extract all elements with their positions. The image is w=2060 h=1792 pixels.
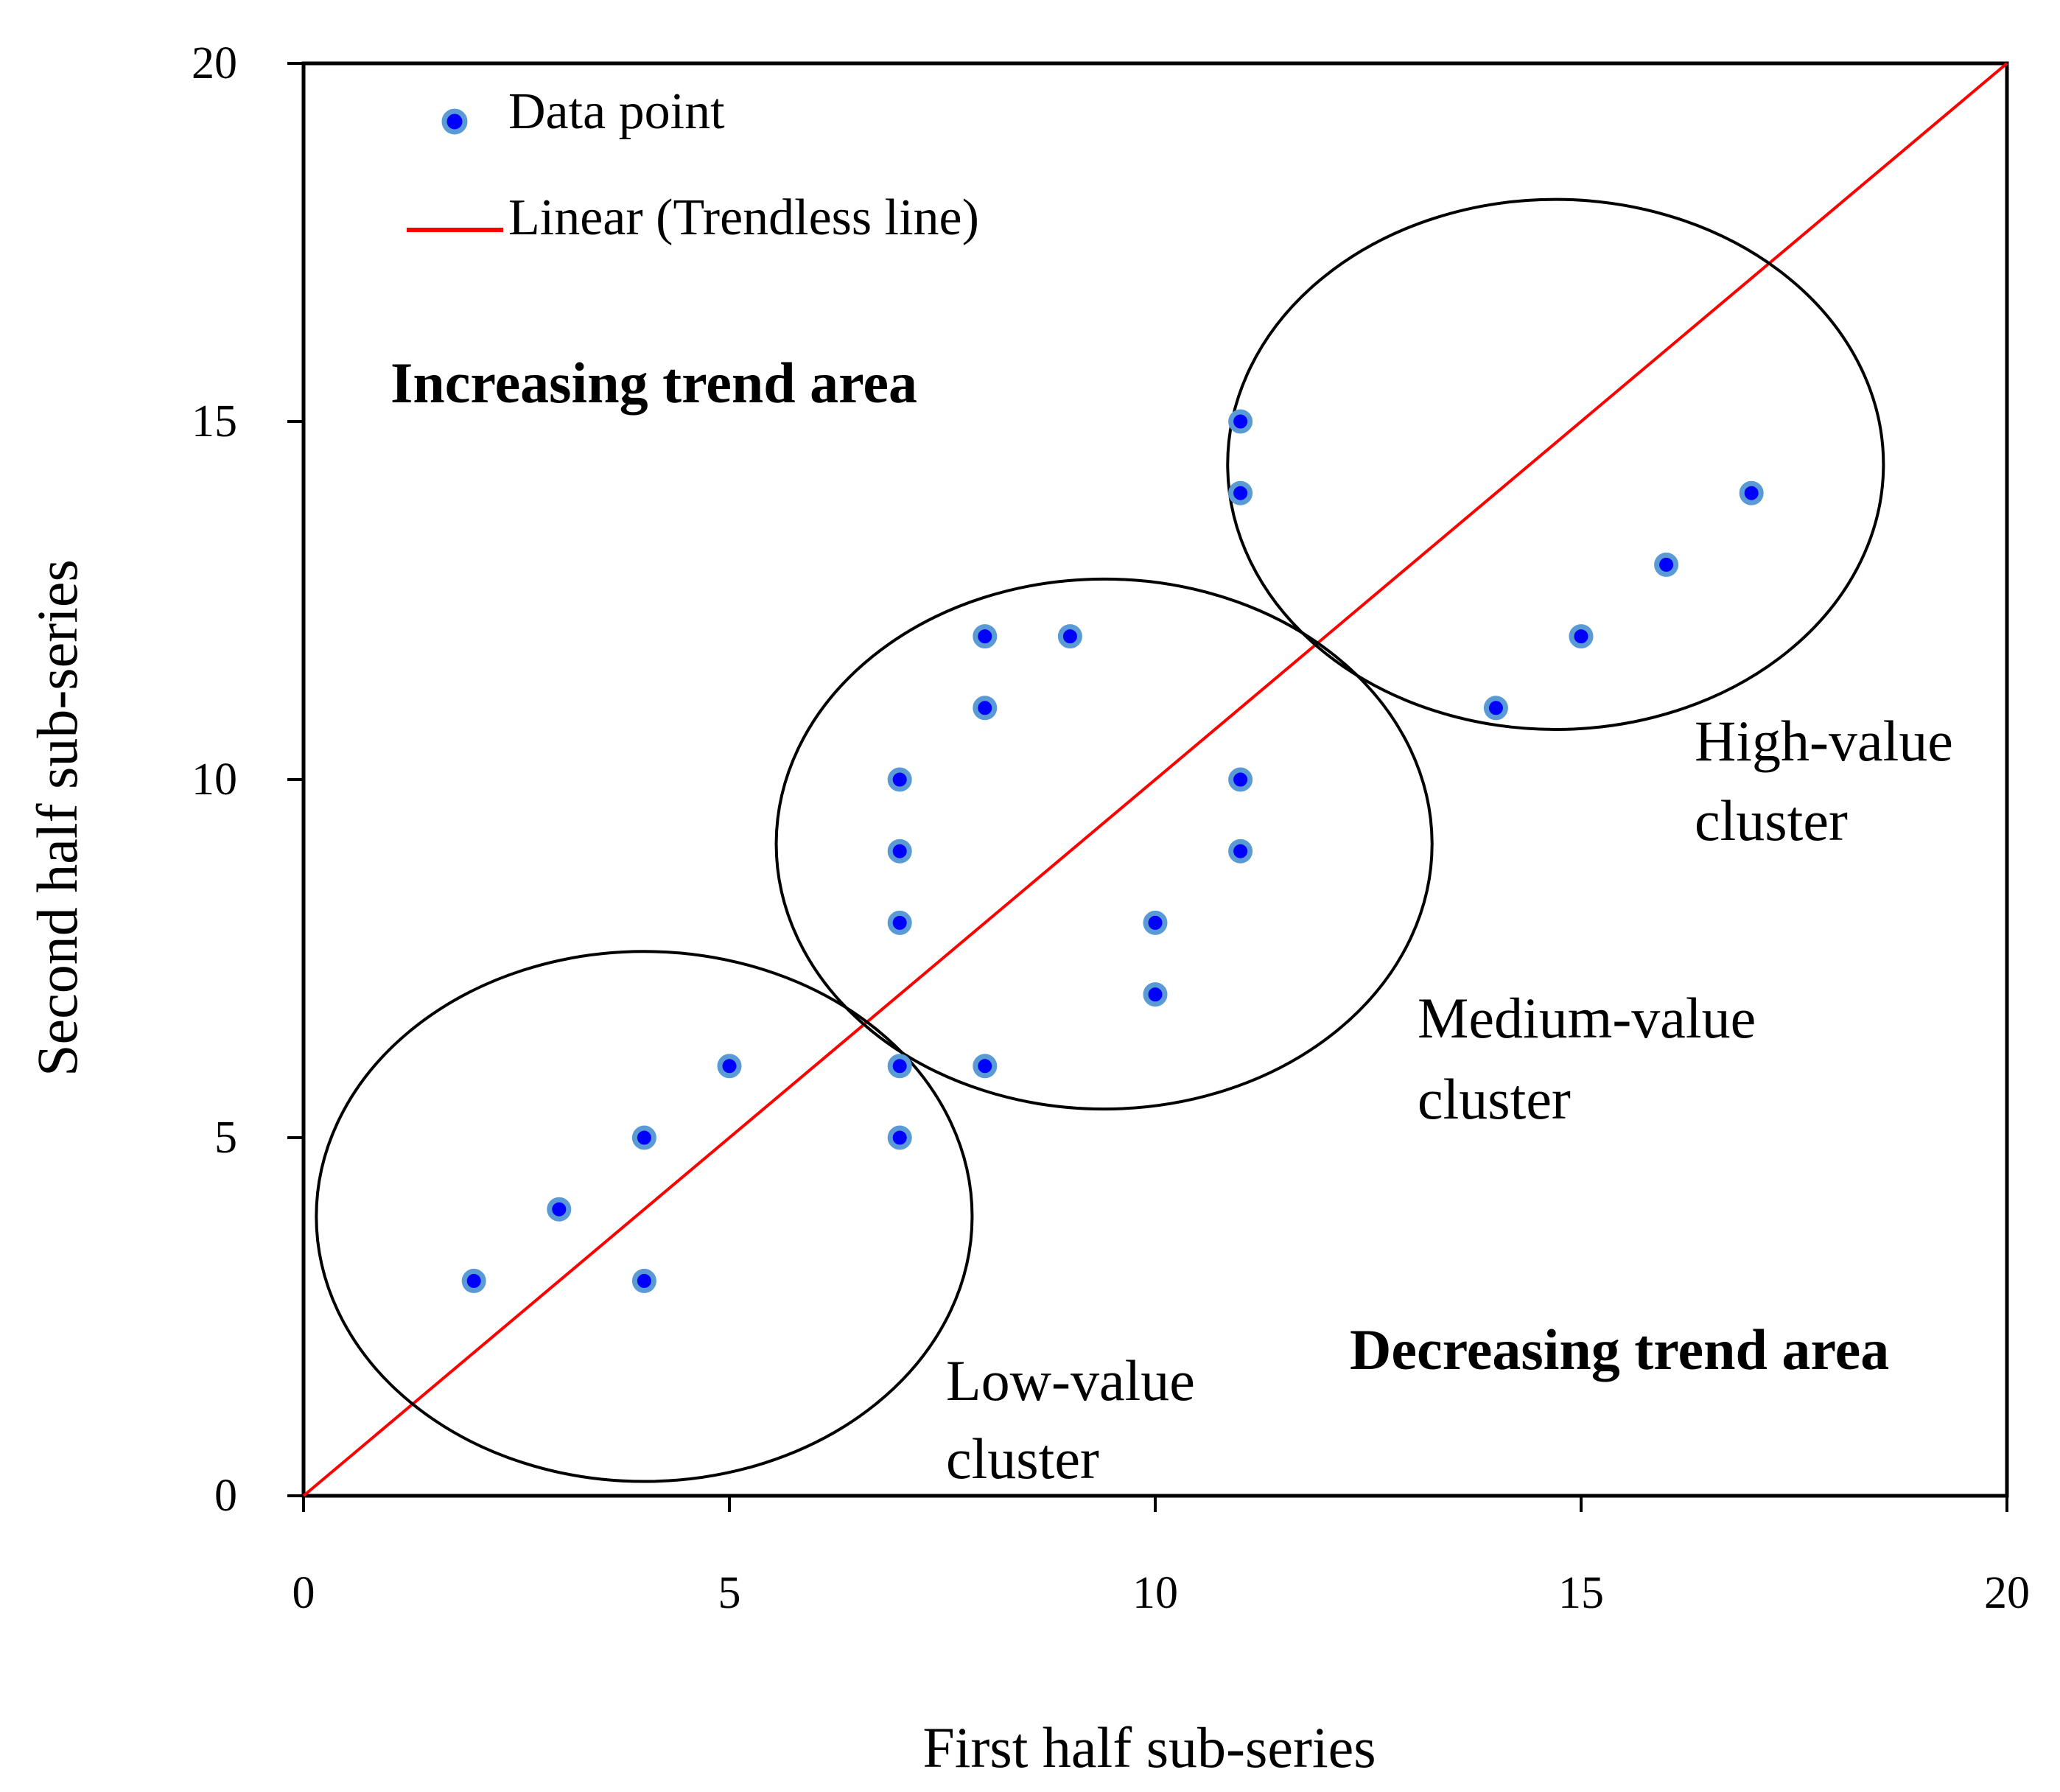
y-tick-label-0: 0 xyxy=(214,1471,237,1521)
low-value-cluster-label-line2: cluster xyxy=(946,1427,1099,1491)
data-point-16 xyxy=(1143,982,1168,1007)
legend-marker-data-point xyxy=(441,108,468,135)
data-point-7 xyxy=(887,1125,912,1150)
legend: Data point Linear (Trendless line) xyxy=(407,83,979,246)
y-tick-label-10: 10 xyxy=(192,755,237,805)
data-point-12 xyxy=(973,696,998,721)
data-points-layer xyxy=(461,409,1764,1293)
data-point-21 xyxy=(1483,696,1508,721)
medium-value-cluster-label-line1: Medium-value xyxy=(1418,986,1756,1050)
cluster-layer xyxy=(315,197,1885,1483)
data-point-14 xyxy=(1057,624,1082,649)
medium-value-cluster-ellipse xyxy=(774,577,1434,1111)
axis-ticks: 0 5 10 15 20 0 5 10 15 20 xyxy=(192,38,2030,1618)
y-tick-label-20: 20 xyxy=(192,38,237,88)
x-tick-label-20: 20 xyxy=(1984,1568,2030,1618)
x-axis-title: First half sub-series xyxy=(922,1715,1376,1779)
data-point-13 xyxy=(973,1054,998,1079)
data-point-17 xyxy=(1228,767,1253,792)
medium-value-cluster-label-line2: cluster xyxy=(1418,1067,1571,1131)
data-point-6 xyxy=(887,1054,912,1079)
legend-label-data-point: Data point xyxy=(508,83,725,140)
trendless-line xyxy=(302,62,2008,1497)
data-point-5 xyxy=(717,1054,742,1079)
data-point-4 xyxy=(631,1268,656,1293)
x-tick-label-5: 5 xyxy=(718,1568,741,1618)
y-tick-label-15: 15 xyxy=(192,396,237,447)
data-point-3 xyxy=(631,1125,656,1150)
high-value-cluster-label-line2: cluster xyxy=(1695,788,1848,853)
data-point-15 xyxy=(1143,910,1168,935)
data-point-9 xyxy=(887,839,912,864)
data-point-8 xyxy=(887,767,912,792)
x-tick-label-10: 10 xyxy=(1132,1568,1178,1618)
high-value-cluster-label-line1: High-value xyxy=(1695,709,1953,773)
data-point-1 xyxy=(461,1268,486,1293)
data-point-22 xyxy=(1569,624,1594,649)
low-value-cluster-ellipse xyxy=(315,950,974,1483)
x-tick-label-15: 15 xyxy=(1558,1568,1604,1618)
data-point-19 xyxy=(1228,409,1253,434)
x-tick-label-0: 0 xyxy=(292,1568,315,1618)
high-value-cluster-ellipse xyxy=(1226,197,1885,731)
y-axis-title: Second half sub-series xyxy=(25,559,89,1077)
y-tick-label-5: 5 xyxy=(214,1113,237,1163)
legend-label-trendless-line: Linear (Trendless line) xyxy=(508,189,979,246)
data-point-11 xyxy=(973,624,998,649)
data-point-10 xyxy=(887,910,912,935)
data-point-23 xyxy=(1654,552,1679,577)
trendline-layer xyxy=(302,62,2008,1497)
decreasing-trend-area-label: Decreasing trend area xyxy=(1350,1317,1889,1382)
data-point-18 xyxy=(1228,839,1253,864)
data-point-24 xyxy=(1739,480,1764,505)
increasing-trend-area-label: Increasing trend area xyxy=(390,351,917,415)
data-point-20 xyxy=(1228,480,1253,505)
data-point-2 xyxy=(547,1197,572,1222)
low-value-cluster-label-line1: Low-value xyxy=(946,1348,1195,1413)
